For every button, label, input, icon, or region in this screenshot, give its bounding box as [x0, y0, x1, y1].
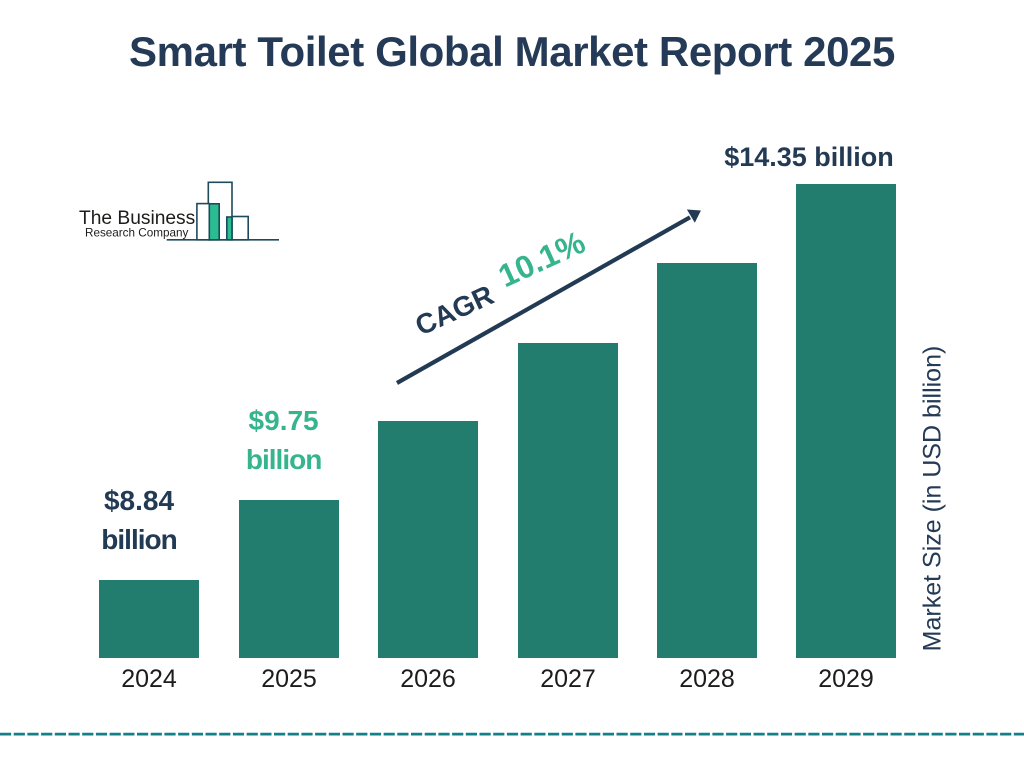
svg-text:The Business: The Business	[79, 208, 195, 229]
svg-text:Research Company: Research Company	[85, 227, 188, 240]
